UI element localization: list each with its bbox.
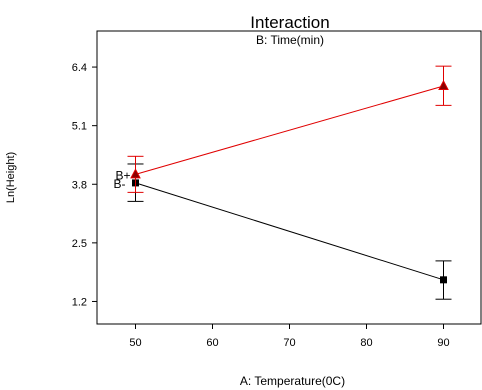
data-point-triangle xyxy=(438,79,449,90)
chart-title: Interaction xyxy=(250,13,329,32)
y-axis: 1.2 2.5 3.8 5.1 6.4 xyxy=(72,62,97,308)
y-tick-label: 3.8 xyxy=(72,179,87,191)
series-b-minus xyxy=(127,163,452,300)
chart-subtitle: B: Time(min) xyxy=(256,33,324,47)
x-tick-label: 70 xyxy=(283,337,295,349)
x-tick-label: 50 xyxy=(129,337,141,349)
x-tick-label: 60 xyxy=(206,337,218,349)
x-axis: 50 60 70 80 90 xyxy=(129,324,450,349)
data-point-square xyxy=(440,276,447,284)
y-tick-label: 6.4 xyxy=(72,62,87,74)
data-point-triangle xyxy=(130,168,141,179)
y-tick-label: 1.2 xyxy=(72,296,87,308)
y-axis-label: Ln(Height) xyxy=(5,152,17,203)
x-tick-label: 80 xyxy=(360,337,372,349)
y-tick-label: 5.1 xyxy=(72,121,87,133)
series-label: B- xyxy=(114,177,126,191)
series-b-plus xyxy=(127,65,452,193)
y-tick-label: 2.5 xyxy=(72,238,87,250)
series-label: B+ xyxy=(115,168,130,182)
series-layer: B+B- xyxy=(114,65,452,300)
series-line xyxy=(135,182,444,281)
plot-frame xyxy=(96,30,482,325)
x-tick-label: 90 xyxy=(437,337,449,349)
x-axis-label: A: Temperature(0C) xyxy=(240,374,345,388)
series-line xyxy=(135,85,444,175)
